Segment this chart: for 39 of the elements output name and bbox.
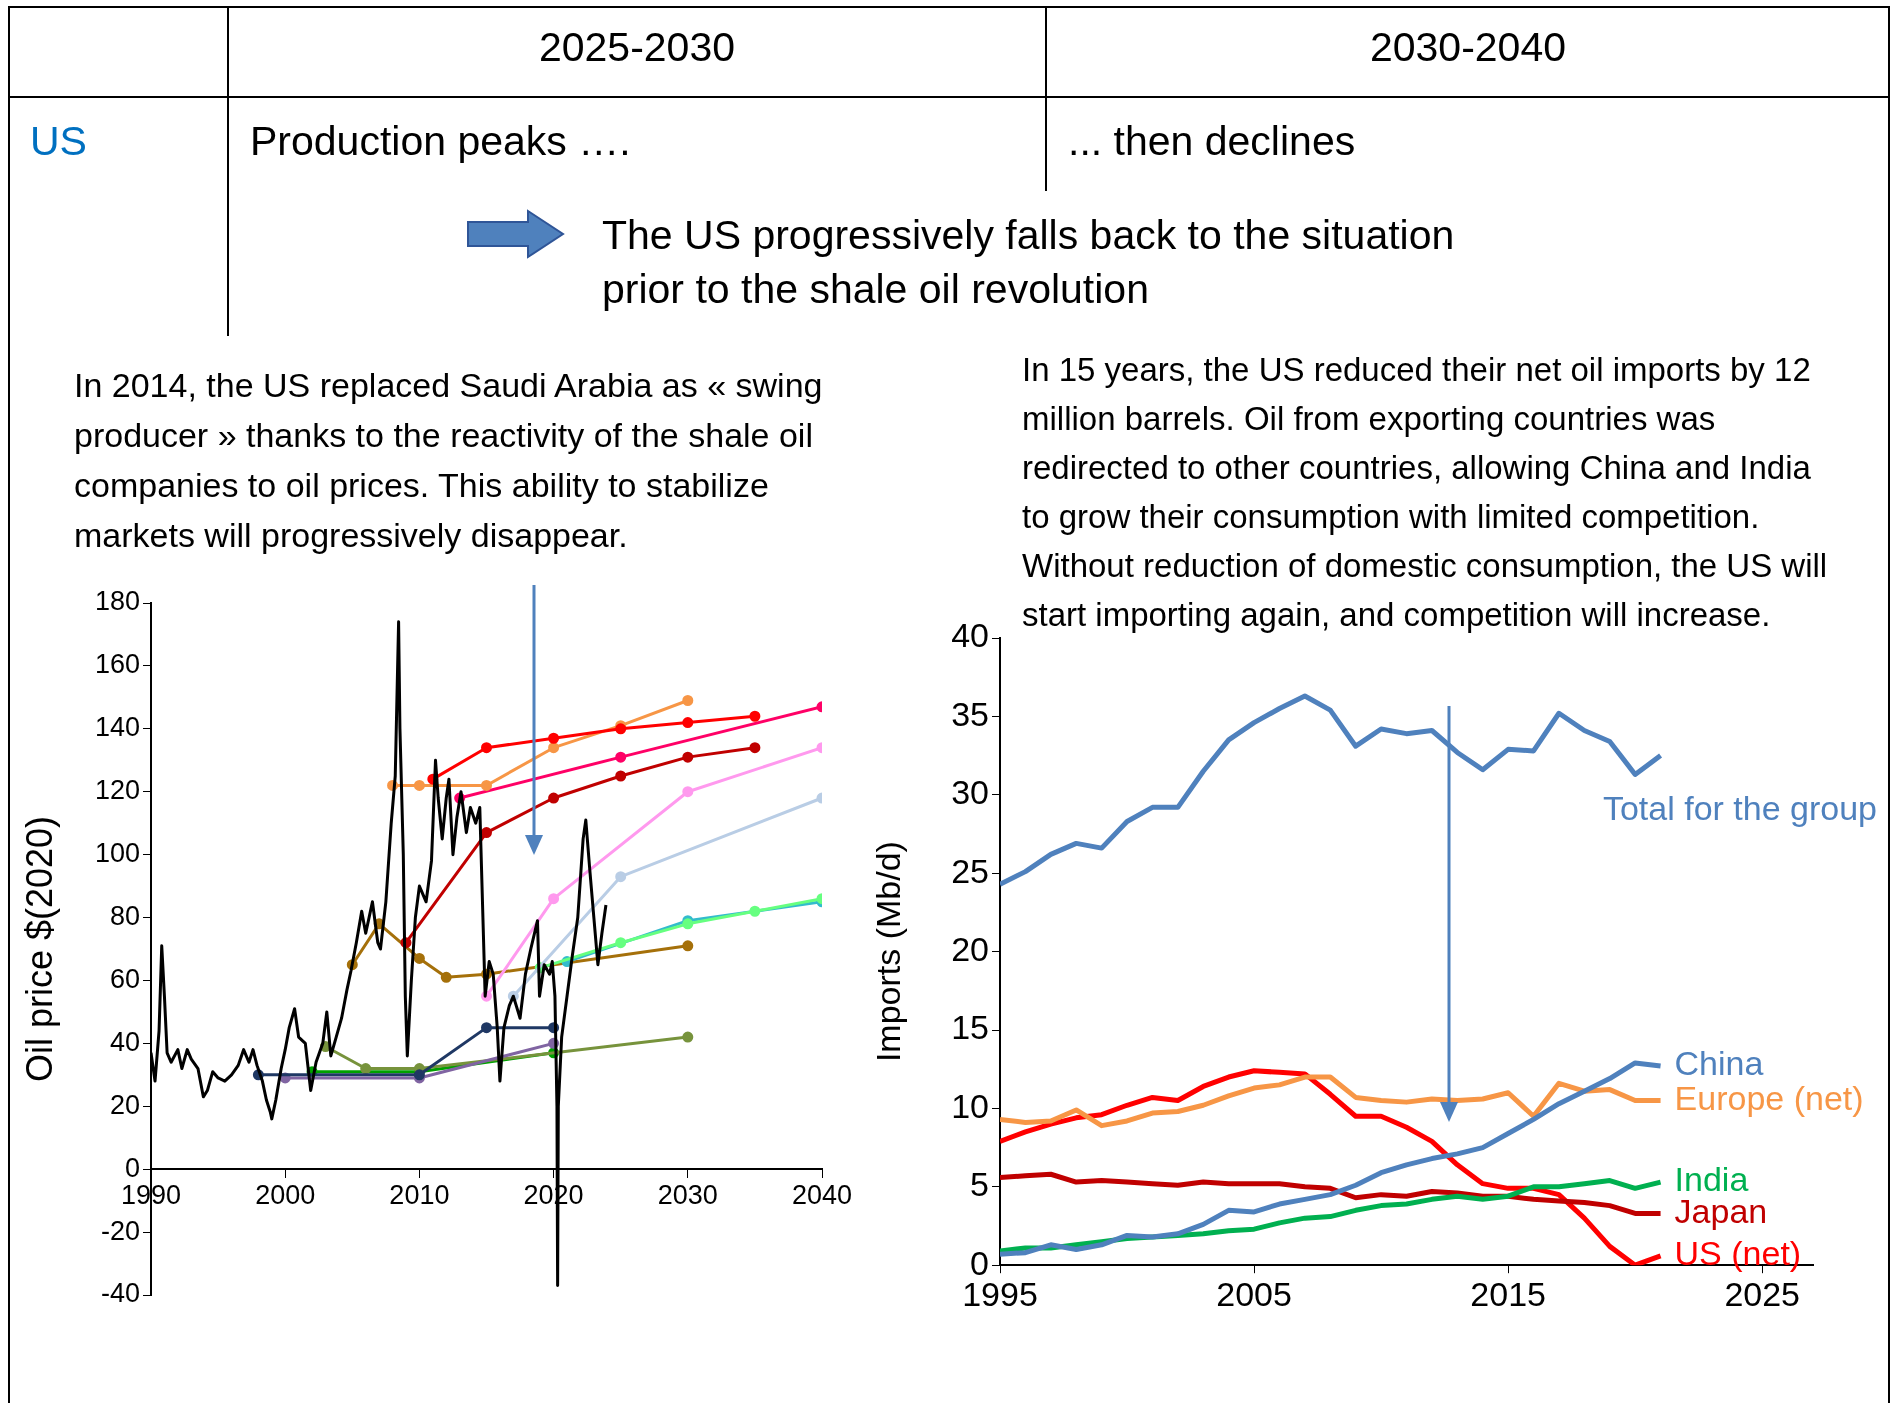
y-tick-label: 10 [951, 1086, 989, 1125]
text: Production peaks …. [250, 118, 631, 165]
x-tick-label: 2040 [791, 1179, 853, 1210]
y-tick-label: 80 [109, 901, 140, 931]
chart-title: In 2014, the US replaced Saudi Arabia as « swing producer » thanks to the reactivity of the shale oil companies to oil prices. This ability to stabilize markets will progressively disappear. [74, 365, 824, 556]
y-tick-label: -40 [100, 1278, 140, 1309]
x-tick-label: 2005 [1216, 1274, 1292, 1313]
y-tick-label: 60 [109, 963, 140, 994]
x-tick-label: 2030 [657, 1179, 718, 1210]
text: 2025-2030 [537, 24, 737, 71]
y-tick-label: 40 [109, 1026, 140, 1057]
y-tick-label: 30 [951, 773, 989, 812]
y-tick-label: 160 [94, 649, 140, 680]
y-tick-label: -20 [100, 1215, 140, 1246]
y-tick-label: 180 [94, 586, 140, 617]
x-tick-label: 2010 [389, 1179, 450, 1210]
text: 2030-2040 [1368, 24, 1568, 71]
chart-title: In 15 years, the US reduced their net oil imports by 12 million barrels. Oil from exporting countries was redirected to other countries, allowing China and India to grow their consumption with limited competition. Without reduction of domestic consumption, the US will start importing again, and competition will increase. [1022, 350, 1829, 635]
y-tick-label: 20 [109, 1089, 140, 1120]
text: US [30, 118, 87, 165]
y-axis-title: Oil price $(2020) [18, 815, 60, 1083]
y-tick-label: 20 [951, 929, 989, 968]
y-tick-label: 25 [951, 851, 989, 890]
series-label: US (net) [1674, 1234, 1802, 1273]
y-tick-label: 100 [94, 838, 140, 869]
x-tick-label: 2000 [255, 1179, 316, 1210]
text: The US progressively falls back to the situation prior to the shale oil revolution [602, 211, 1456, 314]
y-tick-label: 5 [970, 1165, 989, 1204]
text: ... then declines [1068, 118, 1356, 165]
y-tick-label: 120 [94, 775, 140, 806]
y-tick-label: 0 [124, 1152, 140, 1183]
y-axis-title: Imports (Mb/d) [868, 841, 907, 1063]
x-tick-label: 2015 [1470, 1274, 1546, 1313]
series-label: Total for the group [1602, 788, 1877, 827]
y-tick-label: 40 [951, 616, 989, 655]
x-tick-label: 2025 [1724, 1274, 1801, 1313]
y-tick-label: 15 [951, 1008, 989, 1047]
y-tick-label: 35 [951, 694, 989, 733]
y-tick-label: 140 [94, 712, 140, 743]
